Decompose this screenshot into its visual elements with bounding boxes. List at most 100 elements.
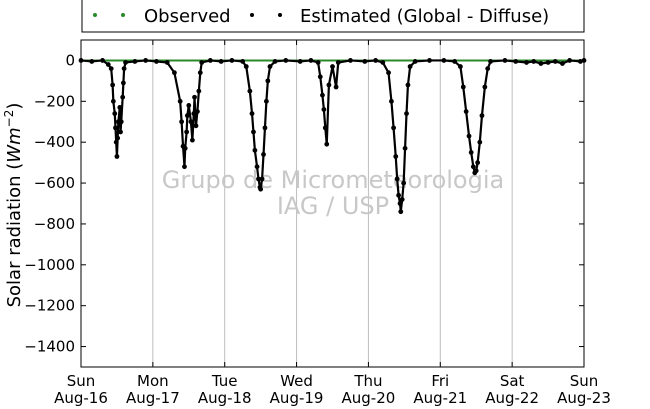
x-tick-label-day-6: Sat: [500, 372, 525, 390]
y-tick-label-6: −1200: [24, 297, 75, 315]
estimated-point-80: [389, 98, 394, 104]
estimated-point-6: [110, 98, 116, 104]
estimated-point-11: [115, 135, 121, 141]
estimated-point-56: [261, 152, 266, 157]
estimated-point-113: [524, 60, 529, 65]
estimated-point-92: [407, 64, 413, 69]
estimated-point-3: [105, 62, 111, 67]
x-tick-label-day-3: Wed: [280, 372, 313, 390]
estimated-point-0: [78, 58, 84, 63]
estimated-point-15: [118, 119, 124, 125]
x-tick-label-date-1: Aug-17: [126, 389, 180, 407]
estimated-point-96: [452, 59, 458, 64]
estimated-point-83: [394, 176, 400, 182]
estimated-point-85: [397, 201, 403, 206]
series-1: [78, 58, 587, 215]
estimated-point-106: [477, 139, 483, 145]
estimated-point-115: [538, 61, 544, 66]
estimated-point-86: [398, 209, 404, 215]
x-tick-label-date-5: Aug-21: [413, 389, 467, 407]
estimated-point-5: [110, 82, 116, 88]
x-tick-label-date-0: Aug-16: [54, 389, 108, 407]
estimated-point-26: [179, 119, 185, 125]
estimated-point-22: [154, 59, 159, 64]
estimated-point-90: [404, 111, 409, 116]
y-tick-label-4: −800: [34, 215, 75, 233]
estimated-point-30: [184, 129, 190, 135]
estimated-point-59: [265, 78, 271, 84]
estimated-point-21: [143, 58, 149, 63]
estimated-point-75: [348, 58, 353, 63]
estimated-point-24: [172, 70, 177, 76]
estimated-point-50: [252, 147, 258, 153]
estimated-point-105: [475, 160, 481, 166]
estimated-point-87: [399, 197, 405, 202]
estimated-point-102: [470, 164, 476, 170]
y-tick-label-0: 0: [65, 51, 75, 69]
estimated-point-1: [89, 59, 95, 64]
estimated-point-43: [218, 59, 224, 64]
estimated-point-62: [283, 58, 289, 63]
legend-estimated-marker-2: [278, 13, 282, 17]
estimated-point-104: [473, 168, 479, 174]
x-tick-label-day-1: Mon: [137, 372, 169, 390]
estimated-point-14: [118, 129, 123, 135]
estimated-point-4: [108, 66, 114, 72]
legend-estimated-marker: [250, 13, 254, 17]
x-tick-label-date-3: Aug-19: [270, 389, 324, 407]
estimated-point-29: [182, 145, 188, 151]
estimated-point-110: [488, 59, 493, 64]
estimated-point-48: [249, 111, 255, 116]
y-axis-title-main: Solar radiation (: [4, 163, 25, 308]
estimated-point-116: [545, 60, 551, 65]
estimated-point-121: [581, 58, 587, 63]
estimated-point-94: [427, 58, 432, 63]
y-tick-label-3: −600: [34, 174, 75, 192]
estimated-point-93: [412, 59, 418, 64]
estimated-point-36: [192, 94, 197, 100]
estimated-point-17: [120, 80, 126, 86]
estimated-point-72: [330, 64, 335, 69]
estimated-point-107: [479, 113, 485, 119]
estimated-point-111: [502, 58, 508, 63]
estimated-point-100: [466, 133, 472, 139]
estimated-point-60: [267, 64, 273, 69]
estimated-point-18: [121, 66, 127, 72]
estimated-point-68: [321, 107, 327, 112]
estimated-point-31: [184, 113, 190, 119]
estimated-point-78: [380, 60, 386, 65]
estimated-point-117: [552, 59, 558, 64]
x-tick-label-day-7: Sun: [570, 372, 599, 390]
x-tick-label-date-7: Aug-23: [557, 389, 611, 407]
estimated-point-64: [308, 58, 314, 63]
y-axis-title-exponent: −2: [2, 110, 16, 128]
estimated-point-25: [177, 98, 183, 104]
estimated-point-112: [513, 59, 519, 64]
estimated-point-54: [258, 186, 264, 192]
grid-lines: [152, 40, 513, 367]
estimated-point-98: [460, 84, 466, 90]
estimated-point-44: [229, 58, 235, 63]
estimated-point-109: [485, 66, 491, 72]
legend: Observed Estimated (Global - Diffuse): [81, 0, 585, 33]
estimated-point-88: [401, 180, 407, 186]
estimated-point-55: [259, 176, 265, 182]
legend-estimated-label: Estimated (Global - Diffuse): [300, 6, 549, 27]
estimated-point-42: [207, 58, 213, 63]
y-tick-label-2: −400: [34, 133, 75, 151]
estimated-point-46: [243, 64, 249, 69]
estimated-point-114: [531, 59, 537, 64]
estimated-point-52: [256, 176, 261, 182]
estimated-point-45: [240, 59, 246, 64]
x-tick-label-day-5: Fri: [431, 372, 449, 390]
estimated-point-39: [196, 88, 202, 94]
x-tick-label-day-4: Thu: [353, 372, 382, 390]
estimated-point-108: [482, 84, 488, 90]
estimated-point-63: [297, 59, 303, 64]
estimated-point-71: [326, 82, 332, 88]
legend-observed-label: Observed: [144, 6, 231, 27]
estimated-point-74: [335, 60, 341, 65]
x-axis-ticks: SunAug-16MonAug-17TueAug-18WedAug-19ThuA…: [54, 40, 611, 407]
y-tick-label-1: −200: [34, 92, 75, 110]
